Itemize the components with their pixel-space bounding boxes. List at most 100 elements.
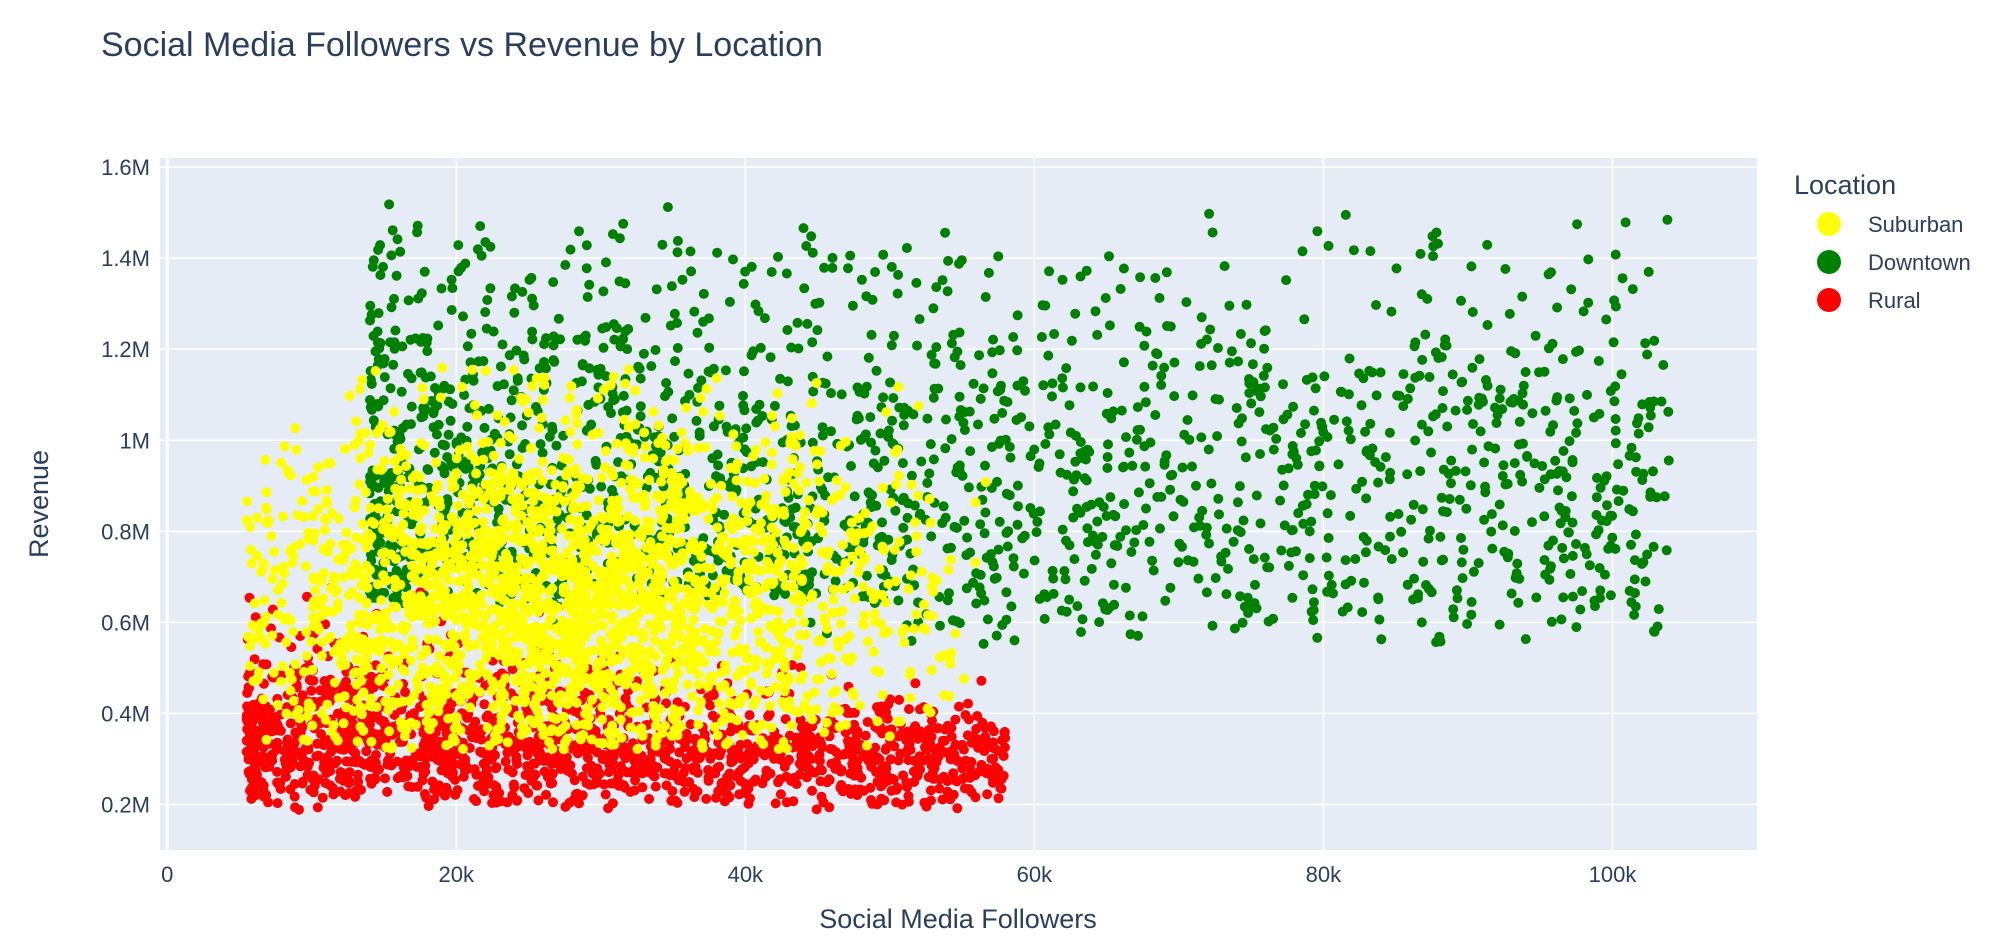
data-point (1591, 492, 1602, 503)
data-point (371, 702, 382, 712)
data-point (691, 415, 702, 426)
data-point (635, 411, 646, 422)
data-point (765, 352, 776, 363)
data-point (1590, 601, 1600, 612)
data-point (275, 784, 286, 794)
data-point (565, 244, 576, 255)
data-point (1591, 510, 1602, 520)
data-point (1642, 349, 1653, 360)
data-point (472, 410, 483, 421)
data-point (598, 342, 609, 353)
data-point (637, 586, 648, 596)
data-point (888, 330, 899, 341)
data-point (1098, 501, 1109, 512)
data-point (548, 797, 558, 808)
data-point (1228, 536, 1239, 547)
data-point (1617, 273, 1628, 284)
data-point (1375, 461, 1386, 472)
data-point (891, 797, 902, 808)
data-point (944, 588, 954, 599)
data-point (1428, 251, 1438, 262)
data-point (1287, 592, 1298, 603)
data-point (1204, 538, 1214, 549)
data-point (899, 730, 910, 741)
data-point (769, 753, 779, 764)
data-point (1018, 376, 1029, 387)
data-point (1658, 360, 1669, 370)
data-point (840, 558, 851, 569)
data-point (442, 768, 453, 779)
data-point (1482, 320, 1493, 330)
data-point (1424, 372, 1435, 382)
data-point (535, 639, 546, 649)
data-point (1278, 414, 1289, 425)
data-point (1571, 539, 1581, 549)
data-point (682, 679, 693, 690)
data-point (1529, 458, 1540, 469)
data-point (1204, 208, 1215, 219)
data-point (927, 715, 937, 726)
data-point (995, 435, 1006, 446)
data-point (759, 473, 770, 484)
data-point (1479, 514, 1490, 525)
data-point (533, 755, 544, 766)
data-point (786, 342, 797, 353)
data-point (506, 395, 517, 406)
data-point (389, 337, 400, 348)
data-point (843, 263, 853, 274)
data-point (1135, 272, 1146, 283)
data-point (929, 383, 940, 394)
data-point (570, 481, 581, 492)
data-point (1126, 547, 1137, 557)
data-point (527, 326, 538, 337)
data-point (517, 286, 528, 297)
data-point (1243, 608, 1254, 618)
data-point (747, 720, 758, 731)
data-point (1558, 446, 1569, 456)
data-point (1340, 555, 1351, 566)
data-point (1468, 566, 1479, 577)
data-point (713, 460, 724, 471)
data-point (1102, 388, 1113, 398)
data-point (892, 288, 903, 299)
data-point (355, 453, 366, 464)
data-point (997, 408, 1008, 418)
data-point (898, 420, 909, 431)
data-point (1601, 314, 1612, 325)
data-point (558, 452, 569, 463)
data-point (574, 226, 584, 237)
data-point (311, 751, 322, 762)
data-point (903, 405, 914, 416)
data-point (1341, 416, 1352, 427)
data-point (566, 381, 577, 392)
data-point (1165, 321, 1176, 332)
data-point (547, 778, 558, 789)
data-point (1323, 240, 1334, 251)
data-point (352, 736, 363, 747)
data-point (1358, 373, 1369, 384)
data-point (457, 382, 468, 392)
data-point (1283, 463, 1294, 474)
data-point (261, 734, 272, 745)
data-point (831, 747, 842, 758)
data-point (1565, 569, 1576, 579)
data-point (1539, 555, 1550, 565)
data-point (257, 717, 268, 728)
data-point (425, 681, 436, 692)
data-point (1298, 570, 1309, 581)
data-point (598, 286, 609, 297)
data-point (1131, 434, 1142, 445)
data-point (975, 519, 986, 530)
scatter-points (241, 199, 1674, 815)
data-point (799, 583, 810, 594)
data-point (1648, 466, 1658, 477)
data-point (1566, 491, 1577, 502)
data-point (683, 368, 694, 379)
data-point (1288, 446, 1299, 457)
data-point (1196, 338, 1207, 349)
data-point (739, 366, 749, 377)
data-point (582, 292, 593, 302)
data-point (1131, 525, 1142, 536)
data-point (1340, 579, 1351, 590)
data-point (341, 702, 352, 713)
